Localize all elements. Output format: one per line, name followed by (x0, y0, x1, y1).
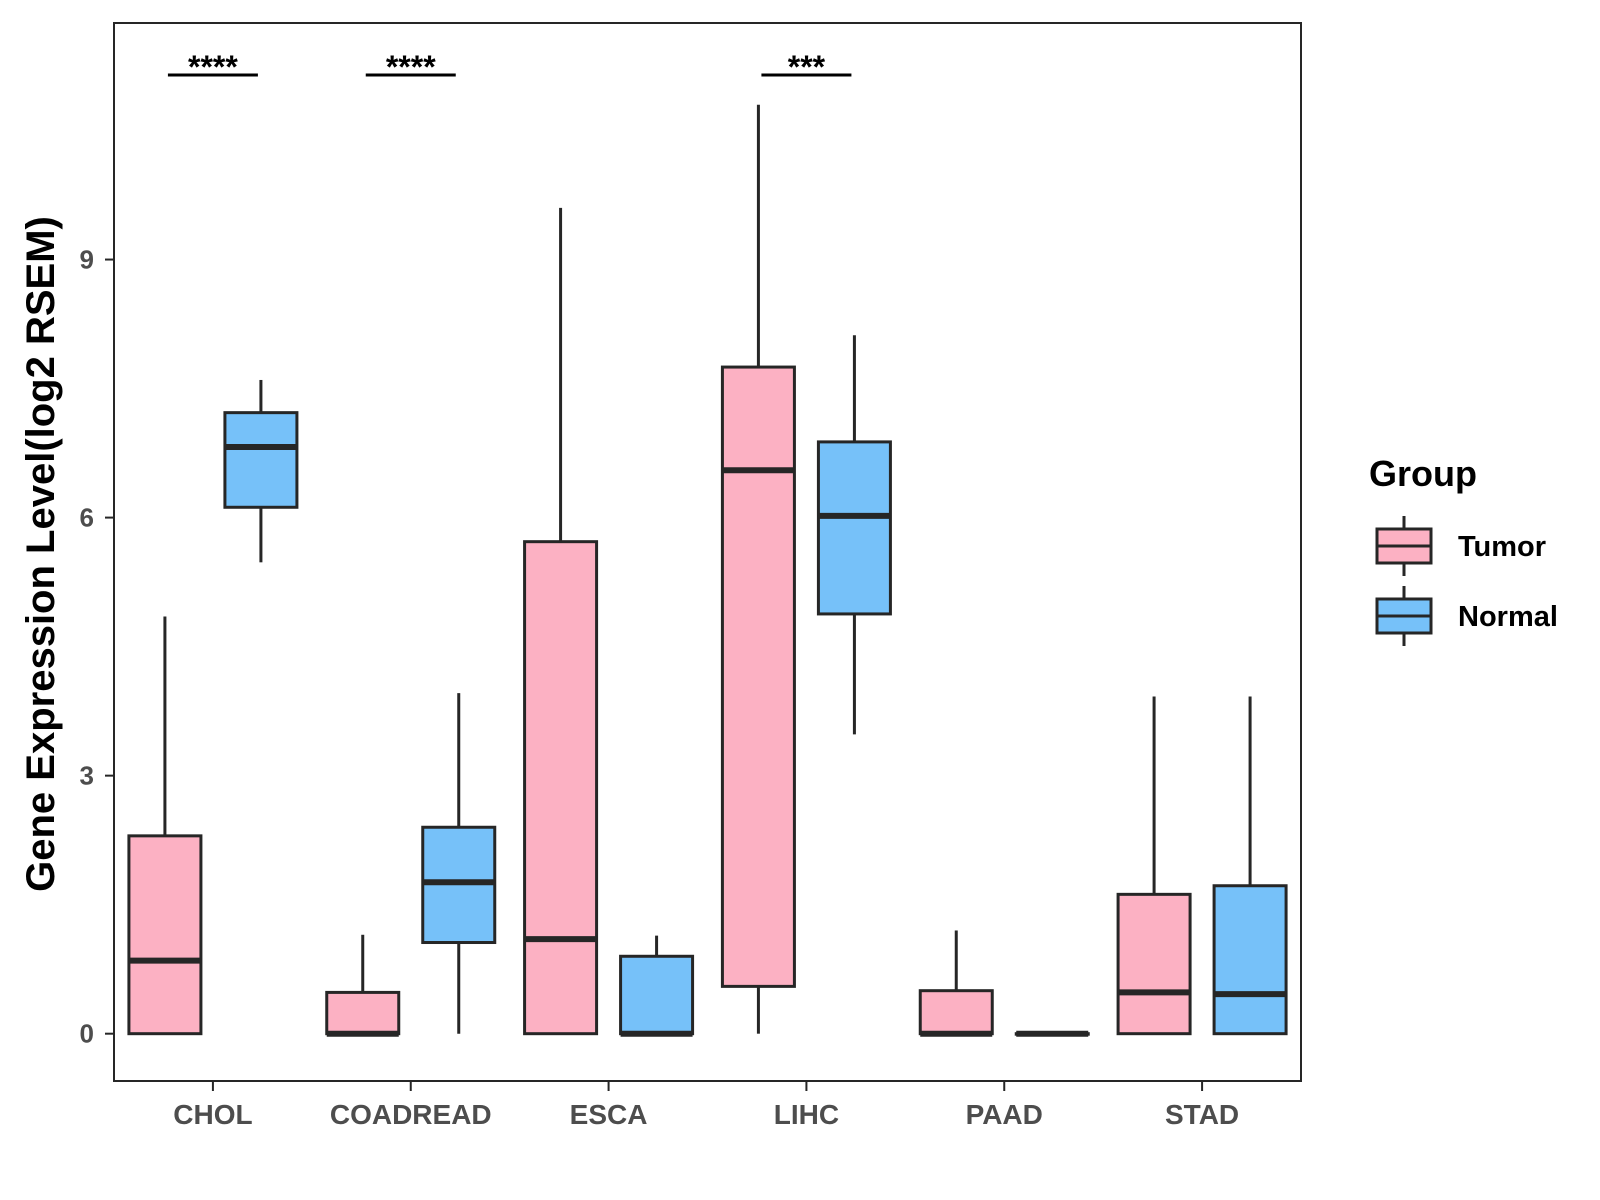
x-tick-label-chol: CHOL (173, 1099, 252, 1130)
x-axis: CHOL COADREAD ESCA LIHC PAAD STAD (173, 1081, 1239, 1130)
box-iqr (127, 834, 203, 1036)
y-axis: 0 3 6 9 (80, 245, 114, 1049)
box-esca-tumor (523, 207, 599, 1036)
legend-entry-normal: Normal (1375, 586, 1558, 646)
box-stad-normal (1212, 696, 1288, 1036)
significance-label: **** (386, 49, 436, 85)
y-tick-label: 3 (80, 761, 94, 791)
box-paad-normal (1014, 1030, 1090, 1037)
box-coadread-tumor (325, 934, 401, 1037)
box-iqr (223, 411, 299, 509)
significance-label: *** (788, 49, 826, 85)
box-paad-tumor (918, 930, 994, 1037)
y-tick-label: 9 (80, 245, 94, 275)
x-tick-label-lihc: LIHC (774, 1099, 839, 1130)
significance-lihc: *** (761, 49, 852, 85)
x-tick-label-paad: PAAD (966, 1099, 1043, 1130)
significance-annotations: **** **** *** (167, 49, 852, 85)
significance-chol: **** (167, 49, 258, 85)
box-iqr (720, 365, 796, 988)
y-axis-title: Gene Expression Level(log2 RSEM) (19, 216, 63, 892)
box-iqr (325, 990, 401, 1036)
box-lihc-tumor (720, 104, 796, 1034)
y-tick-label: 6 (80, 503, 94, 533)
legend: Group Tumor Normal (1369, 453, 1558, 646)
legend-entries: Tumor Normal (1375, 516, 1558, 646)
box-esca-normal (619, 935, 695, 1037)
box-chol-tumor (127, 616, 203, 1036)
boxes-layer (127, 104, 1288, 1037)
box-iqr (816, 440, 892, 616)
significance-coadread: **** (365, 49, 456, 85)
legend-title: Group (1369, 453, 1477, 494)
y-tick-label: 0 (80, 1019, 94, 1049)
box-iqr (1212, 884, 1288, 1036)
x-tick-label-esca: ESCA (570, 1099, 648, 1130)
x-tick-label-coadread: COADREAD (330, 1099, 492, 1130)
box-iqr (918, 989, 994, 1036)
box-iqr (523, 540, 599, 1036)
legend-label-normal: Normal (1458, 601, 1558, 633)
box-chol-normal (223, 379, 299, 563)
plot-panel-border (113, 22, 1302, 1082)
box-iqr (1116, 892, 1192, 1036)
legend-label-tumor: Tumor (1458, 531, 1546, 563)
significance-label: **** (188, 49, 238, 85)
legend-entry-tumor: Tumor (1375, 516, 1546, 576)
x-tick-label-stad: STAD (1165, 1099, 1239, 1130)
box-iqr (619, 954, 695, 1036)
box-coadread-normal (421, 693, 497, 1034)
box-lihc-normal (816, 335, 892, 735)
box-stad-tumor (1116, 696, 1192, 1036)
